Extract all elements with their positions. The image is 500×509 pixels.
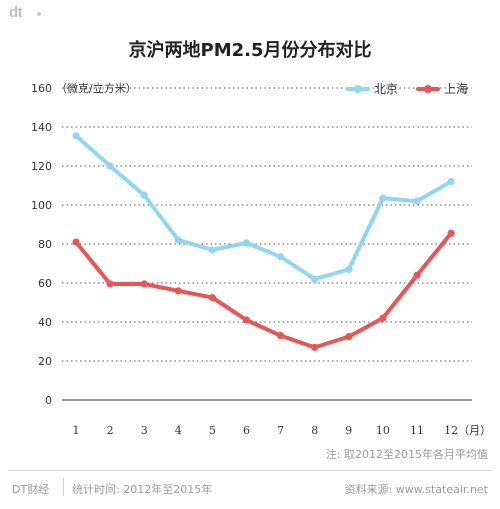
x-tick-label: 5: [209, 424, 216, 437]
chart-note: 注: 取2012至2015年各月平均值: [325, 448, 488, 461]
x-tick-label: 11: [410, 424, 424, 437]
footer-brand: DT财经: [12, 483, 50, 496]
data-point: [413, 197, 421, 205]
footer-divider: [8, 470, 492, 471]
y-tick-label: 140: [31, 121, 52, 134]
x-tick-label: 12: [444, 424, 458, 437]
x-tick-label: 3: [141, 424, 148, 437]
data-point: [208, 294, 216, 302]
data-point: [379, 194, 387, 202]
data-point: [208, 246, 216, 254]
y-tick-label: 80: [38, 238, 52, 251]
x-tick-label: 6: [243, 424, 250, 437]
data-point: [242, 239, 251, 247]
data-point: [345, 265, 353, 273]
data-point: [106, 280, 114, 288]
x-tick-label: 9: [345, 424, 352, 437]
x-tick-label: 1: [73, 424, 80, 437]
data-point: [311, 343, 319, 351]
x-tick-label: 8: [311, 424, 318, 437]
series-line: [74, 133, 454, 282]
data-point: [311, 275, 319, 283]
data-point: [447, 178, 455, 186]
x-axis-label: （月）: [458, 424, 491, 437]
data-point: [140, 191, 148, 199]
footer-source: 资料来源: www.stateair.net: [344, 483, 488, 496]
data-point: [277, 253, 285, 261]
legend-label: 上海: [444, 81, 468, 96]
y-tick-label: 100: [31, 199, 52, 212]
y-tick-label: 0: [45, 394, 52, 407]
data-point: [140, 280, 148, 288]
x-tick-label: 4: [175, 424, 182, 437]
legend-label: 北京: [374, 82, 398, 96]
series-line: [74, 231, 454, 350]
x-tick-label: 10: [376, 424, 390, 437]
data-point: [379, 314, 387, 322]
y-tick-label: 40: [38, 316, 52, 329]
data-point: [242, 316, 251, 324]
footer-period: 统计时间: 2012年至2015年: [72, 483, 213, 496]
chart-title: 京沪两地PM2.5月份分布对比: [128, 40, 372, 61]
footer-separator: [63, 478, 64, 496]
data-point: [277, 332, 285, 340]
data-point: [72, 238, 80, 246]
legend-swatch-marker: [354, 85, 362, 93]
data-point: [174, 287, 182, 295]
y-tick-label: 160: [31, 82, 52, 95]
brand-logo: dt: [9, 4, 23, 21]
y-tick-label: 60: [38, 277, 52, 290]
y-axis-label: （微克/立方米）: [56, 81, 137, 95]
data-point: [345, 333, 353, 341]
y-tick-label: 20: [38, 355, 52, 368]
data-point: [413, 271, 421, 279]
brand-logo-dot: [37, 12, 41, 16]
y-tick-label: 120: [31, 160, 52, 173]
data-point: [174, 236, 182, 244]
data-point: [106, 162, 114, 170]
x-tick-label: 2: [107, 424, 114, 437]
x-tick-label: 7: [277, 424, 284, 437]
data-point: [447, 229, 455, 237]
legend-swatch-marker: [424, 85, 432, 93]
data-point: [72, 132, 80, 140]
